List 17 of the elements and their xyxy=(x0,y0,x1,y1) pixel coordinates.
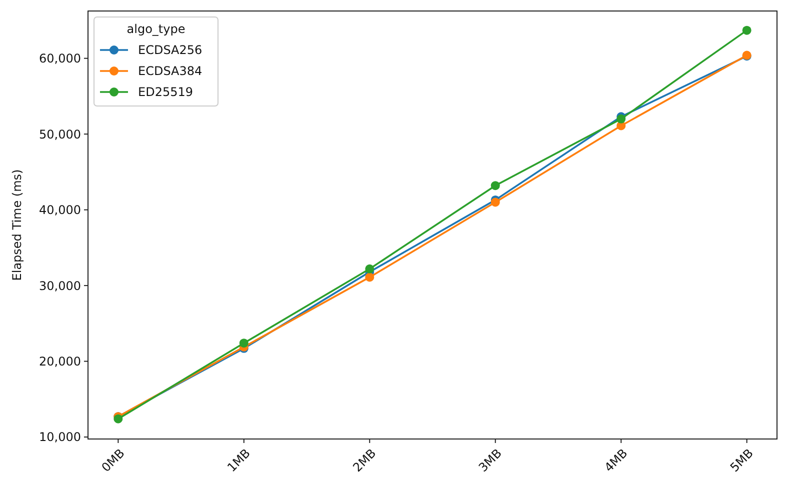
point xyxy=(365,264,374,274)
legend-label: ED25519 xyxy=(138,85,193,100)
point xyxy=(490,198,500,207)
y-axis-title: Elapsed Time (ms) xyxy=(10,169,24,281)
legend-label: ECDSA384 xyxy=(138,64,202,78)
y-tick-label: 20,000 xyxy=(39,354,81,368)
y-tick-label: 40,000 xyxy=(39,203,81,218)
y-tick-label: 50,000 xyxy=(39,127,81,142)
point xyxy=(742,26,752,35)
y-tick-label: 60,000 xyxy=(39,52,81,66)
legend-label: ECDSA256 xyxy=(138,43,202,58)
y-tick-label: 30,000 xyxy=(39,278,81,293)
legend-title: algo_type xyxy=(126,22,186,36)
point xyxy=(365,272,374,282)
y-tick-label: 10,000 xyxy=(39,430,81,444)
point xyxy=(490,181,500,190)
point xyxy=(239,338,248,348)
